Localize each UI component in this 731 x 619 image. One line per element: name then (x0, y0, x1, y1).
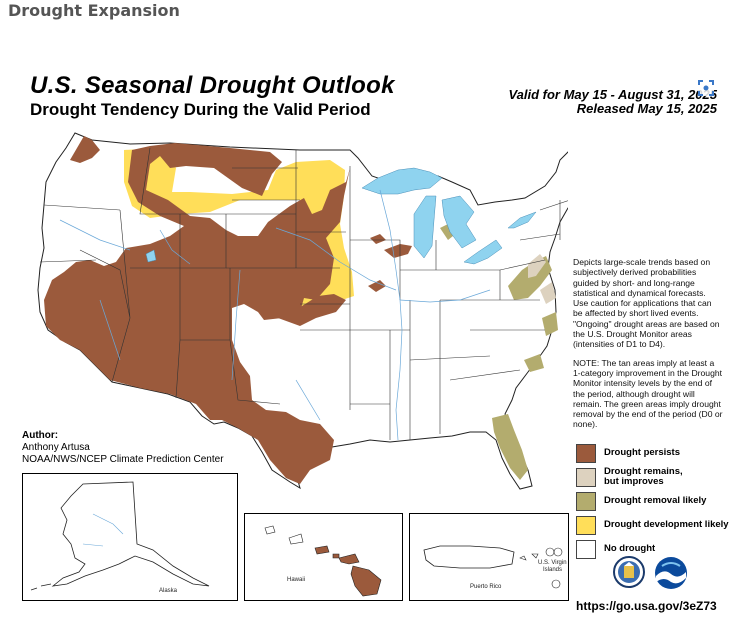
inset-label-puerto-rico: Puerto Rico (470, 584, 502, 590)
legend-swatch (576, 539, 596, 559)
map-subtitle: Drought Tendency During the Valid Period (30, 100, 371, 119)
noaa-logo-icon (654, 556, 688, 590)
inset-label-virgin-islands-1: U.S. Virgin (538, 560, 567, 566)
legend-item-removal: Drought removal likely (576, 490, 731, 512)
map-title: U.S. Seasonal Drought Outlook (30, 72, 395, 99)
drought-improves-areas (528, 254, 556, 304)
state-boundaries (39, 147, 568, 440)
inset-label-alaska: Alaska (159, 588, 178, 594)
legend-item-persists: Drought persists (576, 442, 731, 464)
legend-swatch (576, 515, 596, 535)
legend-item-improves: Drought remains, but improves (576, 466, 731, 488)
legend: Drought persists Drought remains, but imp… (576, 442, 731, 562)
legend-swatch (576, 467, 596, 487)
inset-hawaii: Hawaii (244, 513, 403, 601)
legend-label: Drought persists (604, 447, 681, 458)
description-block: Depicts large-scale trends based on subj… (573, 257, 723, 438)
inset-alaska: Alaska (22, 473, 238, 601)
author-name: Anthony Artusa (22, 442, 90, 453)
legend-label: Drought development likely (604, 519, 729, 530)
expand-icon[interactable] (697, 79, 715, 97)
department-of-commerce-seal-icon (613, 556, 645, 588)
description-text: Depicts large-scale trends based on subj… (573, 257, 720, 350)
legend-swatch (576, 491, 596, 511)
author-org: NOAA/NWS/NCEP Climate Prediction Center (22, 454, 224, 465)
author-block: Author: Anthony Artusa NOAA/NWS/NCEP Cli… (22, 430, 224, 466)
valid-period: Valid for May 15 - August 31, 2025 (508, 87, 717, 102)
release-date: Released May 15, 2025 (576, 101, 717, 116)
rivers (59, 189, 491, 441)
legend-item-none: No drought (576, 538, 731, 560)
legend-label: No drought (604, 543, 656, 554)
inset-label-hawaii: Hawaii (287, 577, 306, 583)
legend-swatch (576, 443, 596, 463)
legend-label: Drought removal likely (604, 495, 707, 506)
author-label: Author: (22, 430, 59, 441)
drought-persists-areas (44, 136, 412, 484)
page-heading: Drought Expansion (8, 1, 180, 20)
inset-label-virgin-islands-2: Islands (543, 567, 563, 573)
drought-outlook-map (37, 132, 568, 490)
great-lakes (145, 167, 537, 265)
inset-puerto-rico: Puerto Rico U.S. Virgin Islands (409, 513, 569, 601)
legend-label: Drought remains, but improves (604, 466, 683, 487)
outlook-url[interactable]: https://go.usa.gov/3eZ73 (576, 599, 717, 613)
note-text: NOTE: The tan areas imply at least a 1-c… (573, 357, 723, 430)
legend-item-development: Drought development likely (576, 514, 731, 536)
